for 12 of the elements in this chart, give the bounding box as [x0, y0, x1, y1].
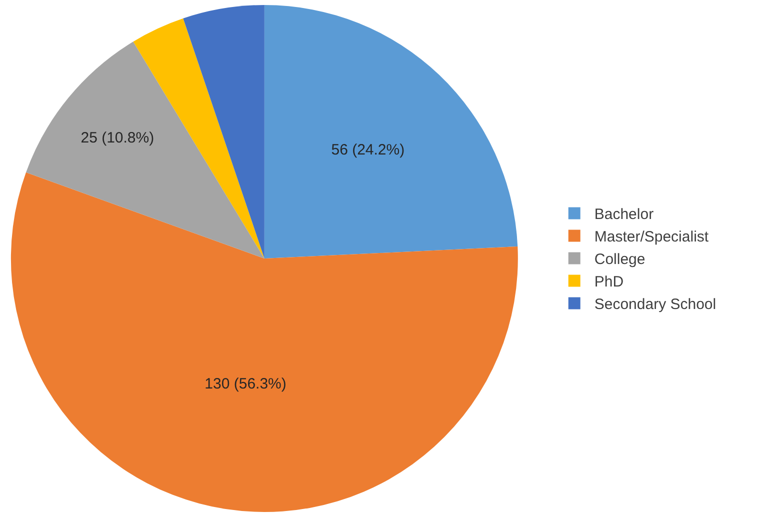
- legend-label: PhD: [594, 274, 624, 291]
- legend-label: Bachelor: [594, 206, 654, 224]
- pie-slice: [26, 42, 264, 258]
- pie-slice: [11, 172, 518, 512]
- legend-label: College: [594, 251, 646, 268]
- pie-slice: [183, 5, 264, 258]
- legend-label: Master/Specialist: [594, 228, 710, 246]
- pie-slice: [264, 5, 518, 258]
- data-label: 25 (10.8%): [80, 129, 154, 146]
- data-label: 130 (56.3%): [204, 375, 286, 392]
- legend-label: Secondary School: [594, 296, 716, 314]
- data-label: 56 (24.2%): [331, 141, 405, 158]
